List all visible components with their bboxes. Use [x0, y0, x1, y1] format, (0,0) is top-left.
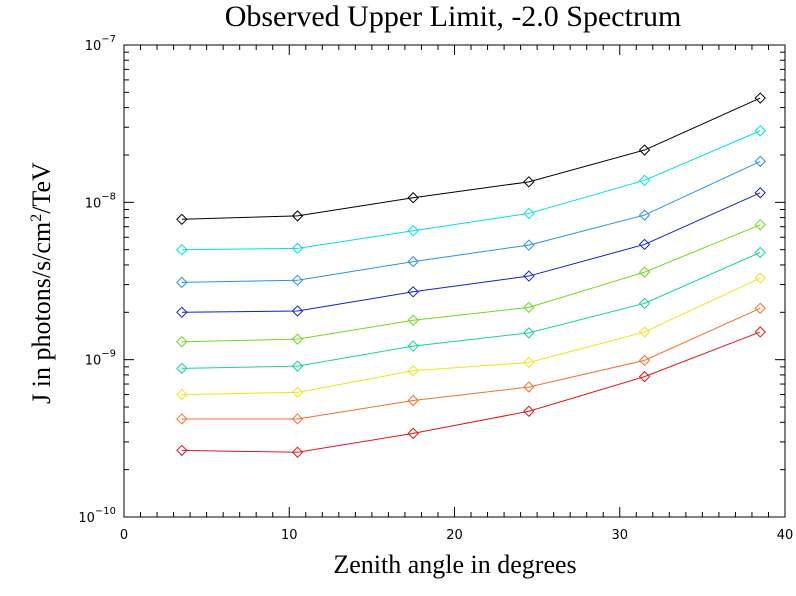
data-point [291, 305, 304, 317]
y-axis: 10−10 10−9 10−8 10−7 [78, 34, 785, 526]
plot-frame [123, 44, 786, 518]
data-point [638, 370, 651, 383]
series-1 [176, 125, 766, 256]
data-point [638, 297, 651, 310]
data-point [638, 238, 651, 251]
data-point [407, 255, 419, 268]
data-point [638, 326, 651, 338]
data-point [291, 386, 304, 399]
data-point [638, 174, 651, 187]
series-layer [176, 92, 766, 458]
chart-title: Observed Upper Limit, -2.0 Spectrum [225, 0, 682, 33]
series-3 [176, 187, 766, 319]
data-point [523, 301, 535, 314]
data-point [754, 155, 766, 168]
data-point [291, 446, 304, 458]
series-line [181, 252, 761, 369]
y-tick-label: 10−7 [85, 34, 116, 54]
data-point [176, 362, 188, 375]
series-0 [176, 92, 766, 226]
data-point [176, 388, 188, 401]
series-line [181, 307, 761, 420]
data-point [523, 381, 535, 393]
data-point [176, 336, 188, 348]
data-point [291, 413, 304, 425]
data-point [754, 187, 766, 199]
data-point [523, 207, 535, 220]
data-point [407, 192, 419, 204]
x-axis-label: Zenith angle in degrees [333, 550, 576, 579]
plot-border [123, 44, 786, 518]
series-line [181, 331, 761, 453]
series-line [181, 97, 761, 220]
x-tick-label: 10 [281, 528, 298, 543]
data-point [291, 274, 304, 286]
data-point [754, 246, 766, 259]
x-tick-label: 0 [120, 528, 128, 543]
y-tick-label: 10−8 [85, 191, 116, 211]
series-line [181, 277, 761, 396]
series-line [181, 192, 761, 313]
data-point [407, 365, 419, 377]
data-point [754, 272, 766, 284]
series-2 [176, 155, 766, 289]
data-point [176, 444, 188, 457]
x-tick-label: 20 [446, 528, 463, 543]
x-tick-label: 40 [777, 528, 794, 543]
series-5 [176, 246, 766, 375]
data-point [407, 340, 419, 352]
data-point [176, 213, 188, 226]
data-point [523, 239, 535, 251]
y-axis-label: J in photons/s/cm2/TeV [27, 162, 56, 404]
data-point [176, 413, 188, 425]
data-point [523, 356, 535, 369]
x-axis: 0 10 20 30 40 [120, 45, 793, 543]
x-tick-label: 30 [611, 528, 628, 543]
data-point [638, 209, 651, 221]
data-point [754, 92, 766, 104]
series-line [181, 130, 761, 251]
data-point [754, 326, 766, 338]
data-point [754, 125, 766, 137]
series-line [181, 224, 761, 343]
data-point [523, 405, 535, 417]
data-point [638, 354, 651, 367]
data-point [176, 306, 188, 319]
y-tick-label: 10−10 [78, 506, 116, 526]
series-8 [176, 326, 766, 458]
data-point [407, 427, 419, 440]
data-point [523, 270, 535, 282]
data-point [291, 242, 304, 255]
data-point [407, 314, 419, 326]
data-point [407, 286, 419, 298]
data-point [176, 243, 188, 256]
data-point [407, 225, 419, 237]
data-point [291, 360, 304, 372]
data-point [407, 394, 419, 407]
series-7 [176, 302, 766, 425]
series-line [181, 160, 761, 283]
data-point [638, 144, 651, 156]
data-point [176, 276, 188, 289]
data-point [523, 176, 535, 188]
data-point [638, 266, 651, 278]
data-point [523, 327, 535, 339]
data-point [754, 302, 766, 315]
series-6 [176, 272, 766, 401]
series-4 [176, 219, 766, 348]
y-tick-label: 10−9 [85, 349, 116, 369]
data-point [291, 333, 304, 345]
data-point [754, 219, 766, 231]
data-point [291, 210, 304, 222]
